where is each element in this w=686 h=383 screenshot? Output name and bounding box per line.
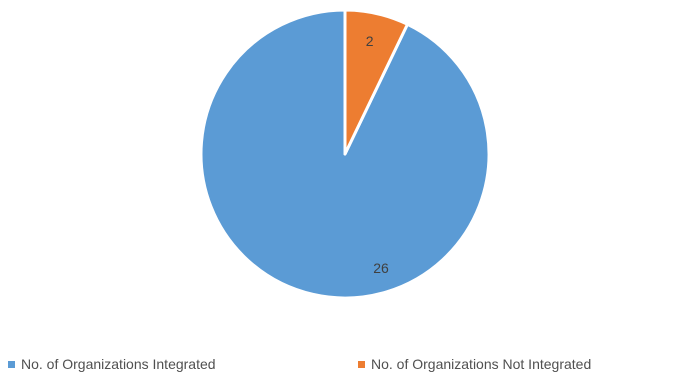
legend-item-not-integrated: No. of Organizations Not Integrated	[358, 356, 591, 372]
legend-swatch-integrated	[8, 360, 15, 368]
pie-slice-not-integrated	[343, 8, 409, 156]
data-label-integrated: 26	[373, 260, 389, 276]
legend-item-integrated: No. of Organizations Integrated	[8, 356, 216, 372]
legend: No. of Organizations Integrated No. of O…	[0, 356, 686, 376]
legend-label-not-integrated: No. of Organizations Not Integrated	[371, 356, 592, 372]
legend-swatch-not-integrated	[358, 360, 365, 368]
legend-label-integrated: No. of Organizations Integrated	[21, 356, 216, 372]
data-label-not-integrated: 2	[366, 33, 374, 49]
